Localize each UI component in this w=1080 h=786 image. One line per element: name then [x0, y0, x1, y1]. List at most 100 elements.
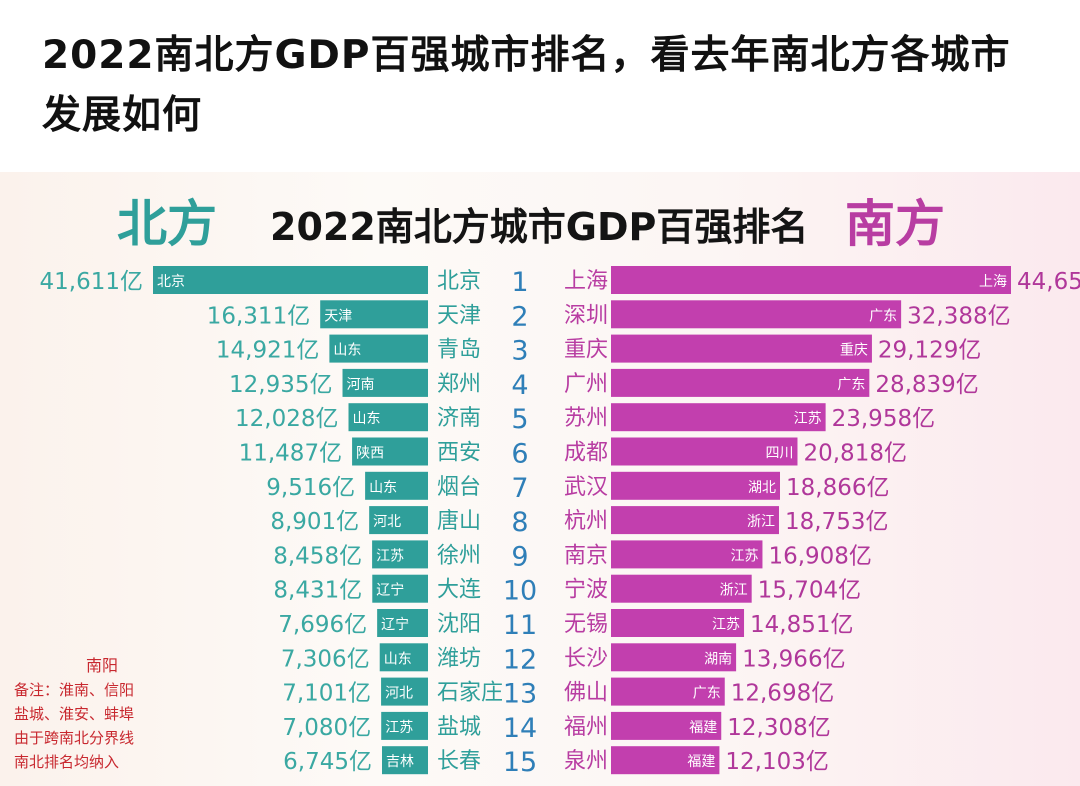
north-bar	[342, 368, 428, 397]
north-province-label: 江苏	[376, 548, 404, 564]
north-city-label: 唐山	[437, 509, 481, 534]
south-province-label: 湖南	[704, 651, 732, 667]
north-city-label: 郑州	[437, 372, 481, 397]
north-value-label: 9,516亿	[266, 475, 355, 501]
north-city-label: 北京	[437, 269, 481, 294]
south-province-label: 江苏	[712, 617, 740, 633]
north-city-label: 天津	[437, 303, 481, 328]
rank-label: 4	[511, 370, 528, 401]
south-city-label: 杭州	[564, 509, 608, 534]
north-value-label: 16,311亿	[207, 303, 310, 329]
south-value-label: 16,908亿	[768, 543, 871, 569]
south-province-label: 福建	[687, 754, 715, 770]
north-bar	[382, 746, 428, 775]
south-value-label: 44,653亿	[1017, 269, 1080, 295]
south-city-label: 上海	[564, 269, 608, 294]
north-city-label: 盐城	[437, 715, 481, 740]
south-value-label: 18,753亿	[785, 509, 888, 535]
north-province-label: 山东	[333, 343, 361, 359]
south-city-label: 泉州	[564, 749, 608, 774]
rank-label: 3	[511, 336, 528, 367]
south-province-label: 广东	[837, 377, 865, 393]
south-city-label: 无锡	[564, 612, 608, 637]
north-city-label: 沈阳	[437, 612, 481, 637]
rank-label: 9	[511, 541, 528, 572]
north-value-label: 11,487亿	[239, 441, 342, 467]
rank-label: 10	[503, 576, 537, 607]
north-bar	[381, 711, 428, 740]
post-title: 2022南北方GDP百强城市排名，看去年南北方各城市发展如何	[42, 33, 1011, 138]
note-city: 南阳	[86, 656, 119, 675]
gdp-ranking-chart: 北京41,611亿北京1上海上海44,653亿天津16,311亿天津2深圳广东3…	[40, 266, 1080, 778]
north-province-label: 江苏	[385, 720, 413, 736]
south-bar	[611, 677, 725, 706]
south-bar	[611, 746, 720, 775]
north-city-label: 长春	[437, 749, 481, 774]
rank-label: 2	[511, 301, 528, 332]
rank-label: 14	[503, 713, 537, 744]
south-bar	[611, 643, 737, 672]
north-province-label: 河北	[373, 514, 401, 530]
north-bar	[329, 334, 428, 363]
north-label: 北方	[117, 195, 217, 253]
north-bar	[320, 300, 428, 329]
north-province-label: 天津	[324, 308, 352, 324]
rank-label: 6	[511, 439, 528, 470]
north-bar	[381, 677, 428, 706]
rank-label: 13	[503, 679, 537, 710]
north-bar	[153, 266, 428, 294]
north-bar	[372, 574, 428, 603]
north-value-label: 8,458亿	[273, 543, 362, 569]
rank-label: 8	[511, 507, 528, 538]
note-line: 盐城、淮安、蚌埠	[14, 705, 135, 723]
north-city-label: 青岛	[437, 338, 481, 363]
south-city-label: 重庆	[564, 338, 608, 363]
south-value-label: 32,388亿	[907, 303, 1010, 329]
rank-label: 7	[511, 473, 528, 504]
north-city-label: 石家庄	[437, 681, 503, 706]
south-value-label: 23,958亿	[832, 406, 935, 432]
rank-label: 12	[503, 644, 537, 675]
note-line: 备注：淮南、信阳	[14, 681, 135, 699]
south-bar	[611, 471, 781, 500]
north-bar	[352, 437, 428, 466]
north-province-label: 陕西	[356, 446, 384, 462]
south-label: 南方	[845, 195, 945, 253]
south-province-label: 重庆	[840, 343, 868, 359]
south-province-label: 四川	[765, 446, 793, 462]
south-city-label: 福州	[564, 715, 608, 740]
south-province-label: 湖北	[748, 480, 776, 496]
south-value-label: 20,818亿	[803, 441, 906, 467]
north-province-label: 北京	[157, 274, 185, 290]
north-value-label: 14,921亿	[216, 338, 319, 364]
north-province-label: 山东	[353, 411, 381, 427]
north-province-label: 河北	[385, 686, 413, 702]
north-value-label: 12,028亿	[235, 406, 338, 432]
north-value-label: 6,745亿	[283, 749, 372, 775]
rank-label: 5	[511, 404, 528, 435]
north-value-label: 7,696亿	[278, 612, 367, 638]
north-province-label: 吉林	[386, 754, 414, 770]
north-bar	[369, 506, 428, 535]
north-city-label: 济南	[437, 406, 481, 431]
south-value-label: 29,129亿	[878, 338, 981, 364]
north-value-label: 41,611亿	[40, 269, 143, 295]
north-value-label: 8,901亿	[270, 509, 359, 535]
north-value-label: 7,080亿	[282, 715, 371, 741]
north-province-label: 辽宁	[381, 616, 409, 633]
north-value-label: 8,431亿	[273, 578, 362, 604]
south-bar	[611, 609, 745, 637]
south-city-label: 成都	[564, 441, 608, 466]
south-province-label: 广东	[693, 686, 721, 702]
north-city-label: 烟台	[437, 475, 481, 500]
south-province-label: 福建	[689, 720, 717, 736]
north-bar	[377, 609, 428, 637]
north-city-label: 徐州	[437, 543, 481, 568]
chart-title: 2022南北方城市GDP百强排名	[270, 205, 809, 249]
south-city-label: 苏州	[564, 406, 608, 431]
south-bar	[611, 334, 872, 363]
south-city-label: 佛山	[564, 681, 608, 706]
north-value-label: 12,935亿	[229, 372, 332, 398]
north-value-label: 7,101亿	[282, 681, 371, 707]
north-value-label: 7,306亿	[281, 646, 370, 672]
